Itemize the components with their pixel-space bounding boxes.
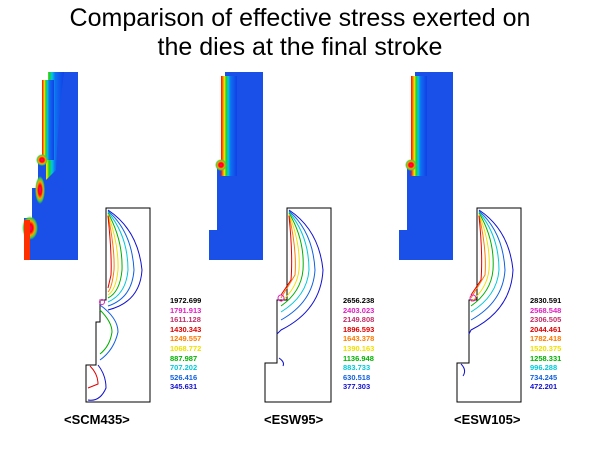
- legend-value: 526.416: [170, 372, 198, 382]
- die-panel-esw95: [209, 72, 332, 403]
- legend-value: 1791.913: [170, 305, 202, 315]
- stress-contour-map: [264, 207, 332, 403]
- legend-value: 345.631: [170, 382, 198, 392]
- panel-label-esw95: <ESW95>: [264, 412, 324, 427]
- legend-value: 1782.418: [530, 334, 562, 344]
- legend-value: 1520.375: [530, 343, 562, 353]
- legend-value: 887.987: [170, 353, 198, 363]
- legend-value: 1390.163: [343, 343, 375, 353]
- legend-value: 2403.023: [343, 305, 375, 315]
- die-panel-esw105: [399, 72, 522, 403]
- legend-value: 377.303: [343, 382, 371, 392]
- legend-value: 1136.948: [343, 353, 374, 363]
- legend-value: 1611.128: [170, 315, 201, 325]
- legend-value: 2830.591: [530, 296, 562, 305]
- title-line-2: the dies at the final stroke: [157, 33, 443, 61]
- panel-label-scm435: <SCM435>: [64, 412, 130, 427]
- legend-value: 996.288: [530, 363, 558, 373]
- legend-value: 2656.238: [343, 296, 375, 305]
- legend-value: 707.202: [170, 363, 198, 373]
- legend-scm435: 1972.699 1791.913 1611.128 1430.343 1249…: [170, 296, 201, 392]
- legend-value: 2568.548: [530, 305, 562, 315]
- stress-color-map: [399, 72, 453, 260]
- legend-value: 1896.593: [343, 324, 375, 334]
- legend-value: 2044.461: [530, 324, 562, 334]
- die-panel-scm435: [22, 72, 151, 403]
- legend-value: 1430.343: [170, 324, 202, 334]
- legend-value: 2306.505: [530, 315, 562, 325]
- stress-color-map: [209, 72, 263, 260]
- legend-value: 1249.557: [170, 334, 202, 344]
- legend-esw95: 2656.238 2403.023 2149.808 1896.593 1643…: [343, 296, 374, 392]
- legend-value: 472.201: [530, 382, 558, 392]
- legend-value: 1068.772: [170, 343, 202, 353]
- stress-contour-map: [85, 207, 151, 403]
- title-line-1: Comparison of effective stress exerted o…: [69, 4, 531, 32]
- legend-value: 2149.808: [343, 315, 375, 325]
- legend-value: 1643.378: [343, 334, 375, 344]
- legend-value: 734.245: [530, 372, 558, 382]
- panel-label-esw105: <ESW105>: [454, 412, 521, 427]
- legend-value: 883.733: [343, 363, 371, 373]
- legend-esw105: 2830.591 2568.548 2306.505 2044.461 1782…: [530, 296, 561, 392]
- stress-color-map: [22, 72, 78, 260]
- figure-title: Comparison of effective stress exerted o…: [0, 4, 600, 62]
- legend-value: 1258.331: [530, 353, 562, 363]
- legend-value: 1972.699: [170, 296, 202, 305]
- legend-value: 630.518: [343, 372, 371, 382]
- stress-contour-map: [456, 207, 522, 403]
